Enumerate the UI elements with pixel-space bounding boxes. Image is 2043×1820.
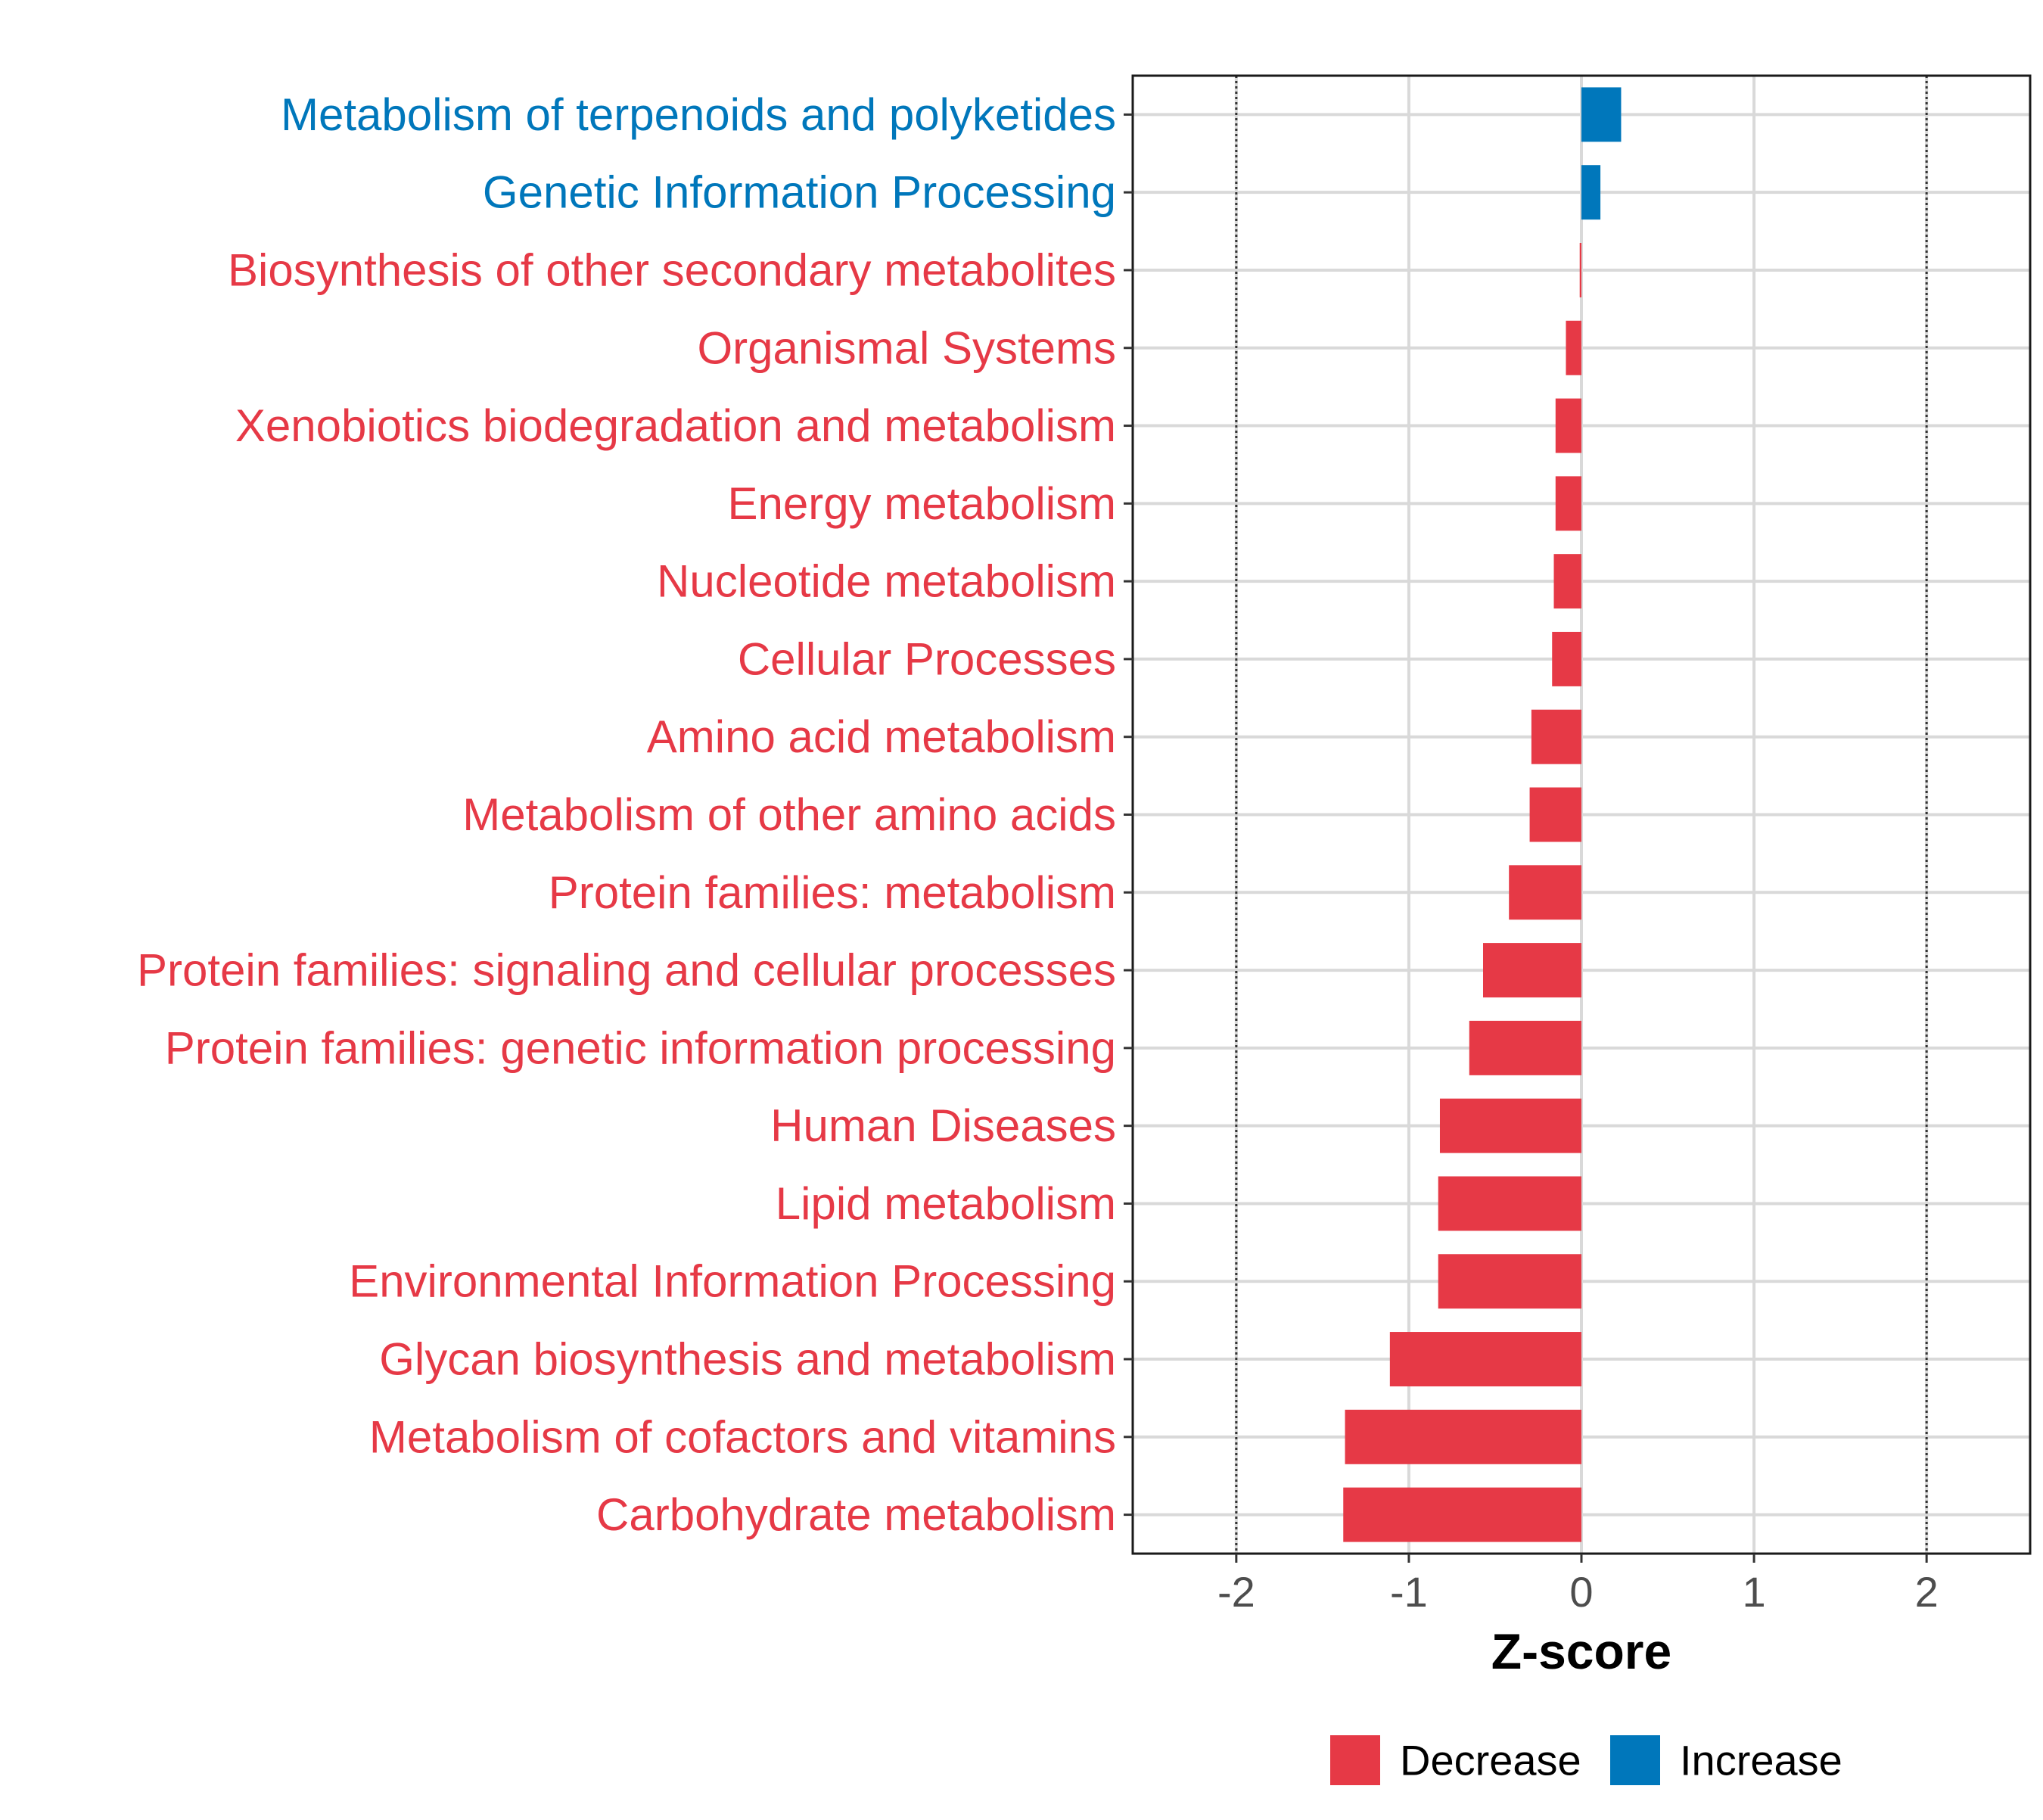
bar — [1345, 1409, 1581, 1464]
bar — [1555, 476, 1581, 531]
category-label: Protein families: signaling and cellular… — [137, 945, 1116, 996]
category-label: Xenobiotics biodegradation and metabolis… — [235, 400, 1116, 451]
category-label: Protein families: genetic information pr… — [165, 1022, 1116, 1073]
category-label: Protein families: metabolism — [549, 867, 1116, 918]
category-label: Biosynthesis of other secondary metaboli… — [228, 244, 1116, 295]
bar — [1553, 554, 1581, 609]
bar — [1469, 1020, 1581, 1075]
x-tick-label: -2 — [1217, 1568, 1255, 1616]
category-label: Metabolism of terpenoids and polyketides — [281, 89, 1116, 140]
legend-key — [1330, 1735, 1380, 1785]
x-tick-label: 2 — [1915, 1568, 1939, 1616]
category-label: Metabolism of cofactors and vitamins — [369, 1411, 1116, 1462]
category-label: Nucleotide metabolism — [657, 556, 1116, 607]
category-label: Metabolism of other amino acids — [462, 789, 1116, 840]
legend-label: Decrease — [1400, 1737, 1581, 1784]
bar — [1581, 165, 1601, 220]
bar — [1529, 787, 1581, 842]
x-axis: -2 -1 0 1 2 — [1217, 1554, 1939, 1616]
bars — [1343, 87, 1622, 1542]
bar — [1531, 709, 1581, 764]
category-label: Amino acid metabolism — [647, 711, 1116, 762]
bar — [1438, 1254, 1581, 1309]
legend-label: Increase — [1680, 1737, 1842, 1784]
bar — [1552, 631, 1581, 686]
bar — [1438, 1176, 1581, 1231]
bar — [1389, 1332, 1581, 1387]
category-label: Lipid metabolism — [776, 1178, 1116, 1229]
category-label: Genetic Information Processing — [483, 167, 1116, 218]
bar — [1566, 320, 1581, 375]
bar — [1439, 1098, 1581, 1153]
bar — [1482, 943, 1581, 998]
bar — [1343, 1487, 1581, 1542]
category-label: Glycan biosynthesis and metabolism — [379, 1334, 1116, 1385]
category-label: Carbohydrate metabolism — [596, 1489, 1116, 1540]
y-axis: Metabolism of terpenoids and polyketides… — [137, 89, 1133, 1540]
category-label: Environmental Information Processing — [349, 1256, 1116, 1307]
category-label: Human Diseases — [770, 1100, 1116, 1151]
legend: Decrease Increase — [1330, 1735, 1842, 1785]
x-axis-title: Z-score — [1491, 1623, 1671, 1679]
category-label: Cellular Processes — [738, 633, 1116, 684]
bar — [1555, 398, 1581, 453]
x-tick-label: 1 — [1742, 1568, 1765, 1616]
category-label: Organismal Systems — [698, 322, 1116, 373]
bar — [1579, 242, 1581, 297]
bar — [1581, 87, 1622, 142]
x-tick-label: -1 — [1390, 1568, 1428, 1616]
legend-key — [1610, 1735, 1660, 1785]
x-tick-label: 0 — [1569, 1568, 1593, 1616]
category-label: Energy metabolism — [727, 478, 1116, 529]
bar — [1509, 865, 1581, 920]
